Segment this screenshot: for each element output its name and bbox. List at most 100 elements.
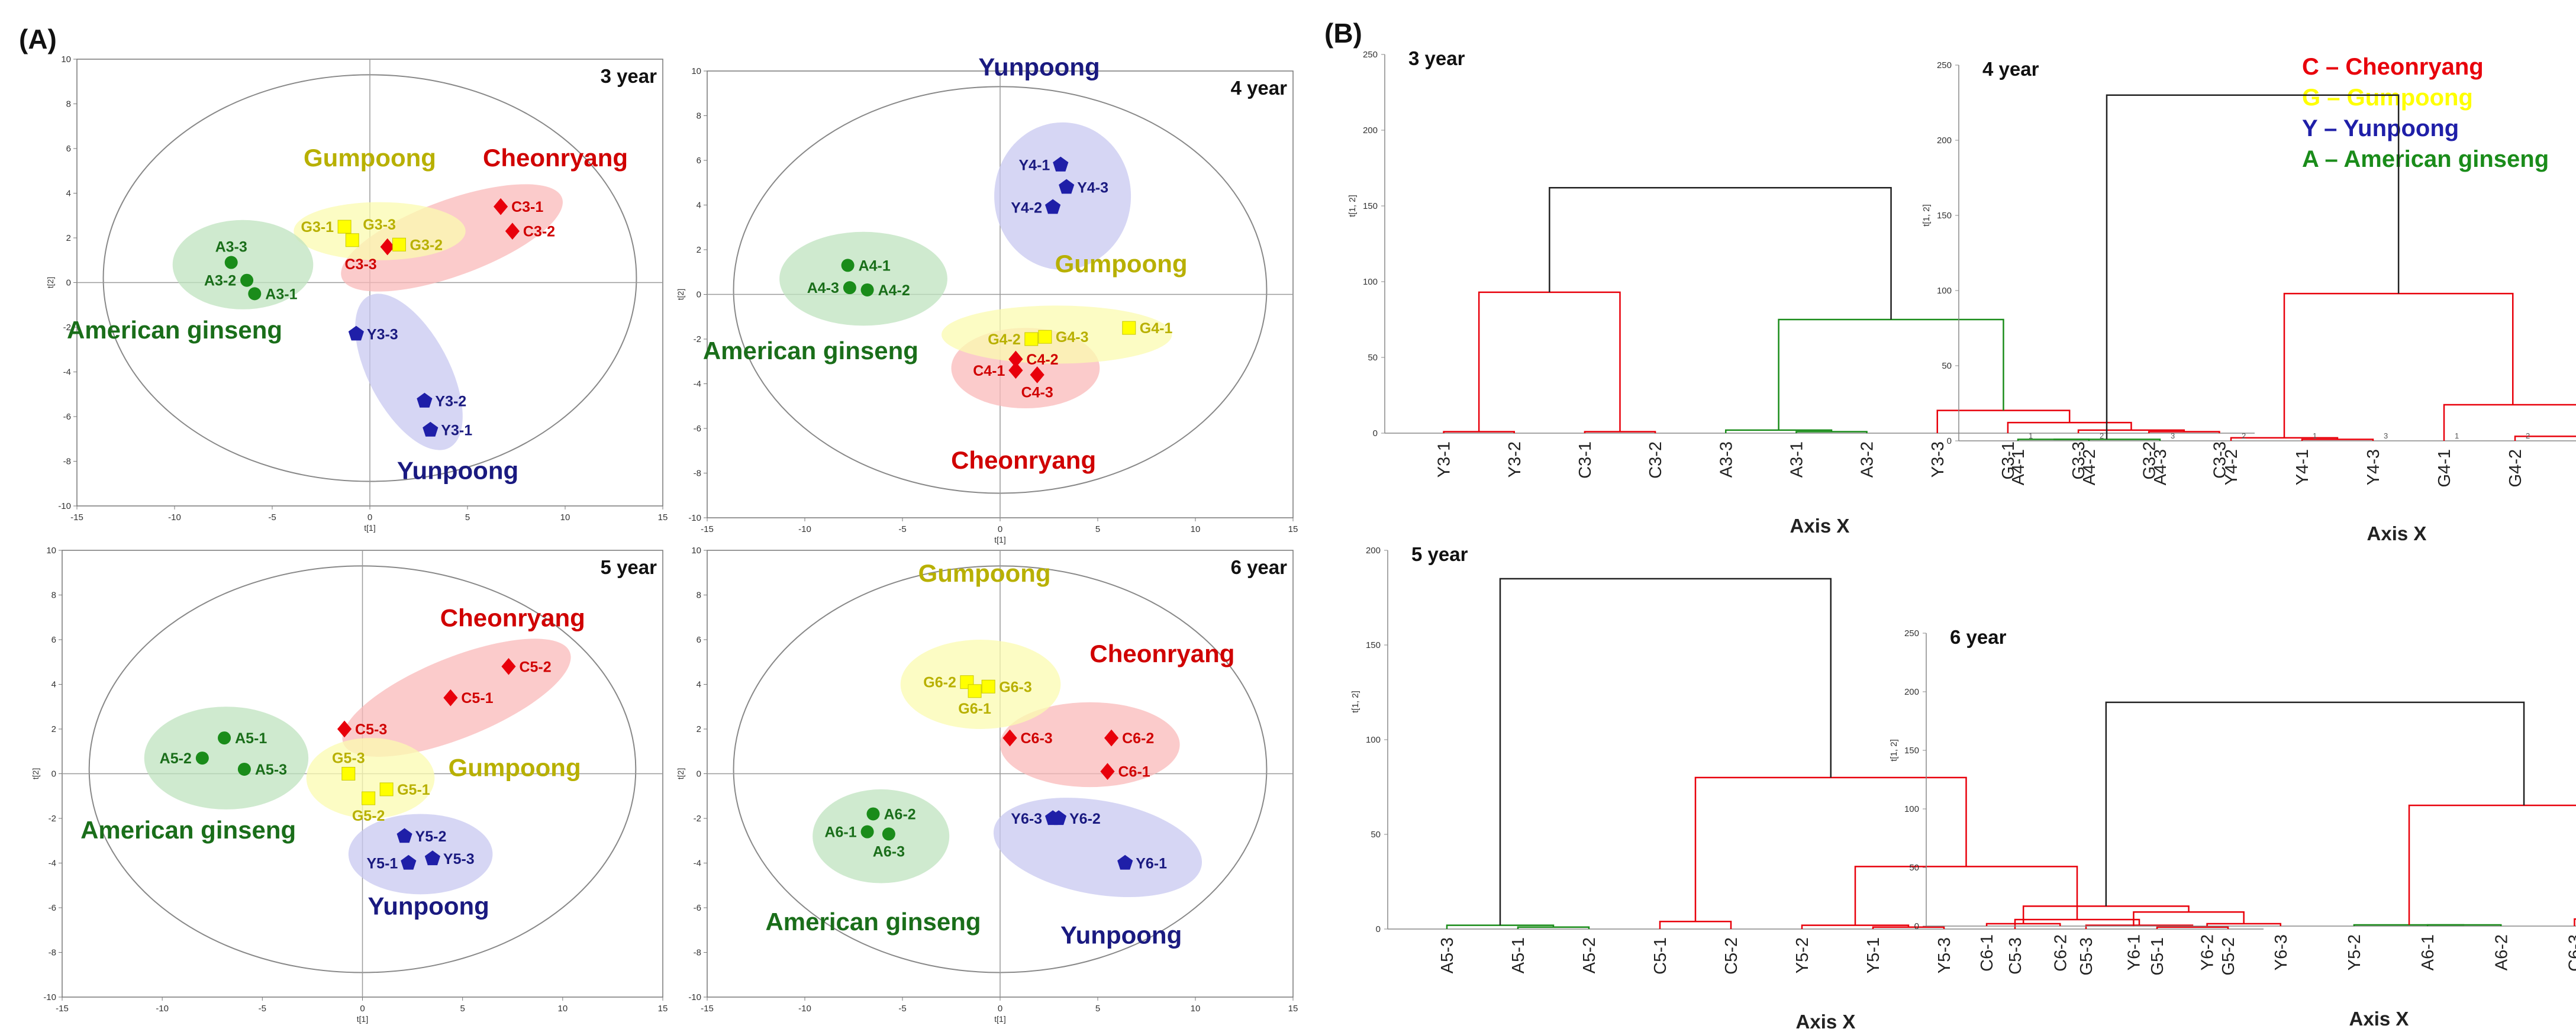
dend-leaf-label: Y4-3 — [2364, 449, 2383, 485]
dend-leaf-label: G5-2 — [2219, 937, 2238, 975]
point-label: A5-1 — [235, 730, 267, 747]
dend-link — [1549, 187, 1892, 320]
y-tick-label: 2 — [697, 724, 701, 734]
point-c4-2 — [1008, 350, 1023, 368]
dend-link — [2007, 421, 2132, 433]
dend-leaf-index: 1 — [2029, 431, 2033, 440]
panel-label-a: (A) — [19, 24, 57, 54]
point-label: Y3-2 — [435, 394, 466, 410]
dend-leaf-index: 3 — [2384, 431, 2388, 440]
point-label: C5-3 — [355, 721, 387, 738]
dend-y-tick-label: 150 — [1363, 201, 1378, 211]
point-g6-1 — [968, 684, 982, 698]
y-tick-label: 0 — [51, 769, 56, 779]
point-a3-2 — [240, 273, 254, 287]
dend-leaf-label: A4-1 — [2009, 449, 2028, 485]
dend-link — [1659, 920, 1732, 929]
point-a3-3 — [224, 256, 238, 269]
x-tick-label: -10 — [798, 524, 811, 534]
y-tick-label: 10 — [61, 54, 71, 64]
point-y4-3 — [1059, 179, 1075, 194]
point-g4-2 — [1024, 332, 1039, 346]
pca-plot-3year: -15 -10 -5 0 5 10 15-10-8-6-4-20246810t[1]t[2]… — [46, 54, 668, 533]
dend-title: 5 year — [1411, 543, 1468, 565]
dend-leaf-index: 3 — [2171, 431, 2175, 440]
dend-y-tick-label: 50 — [1368, 353, 1378, 363]
dend-y-tick-label: 0 — [1376, 924, 1381, 934]
dend-link — [1936, 409, 2071, 433]
point-y5-3 — [424, 850, 440, 866]
group-ellipse-c — [1000, 702, 1180, 788]
point-label: Y4-3 — [1077, 179, 1108, 196]
point-label: C4-2 — [1026, 351, 1058, 368]
y-tick-label: 8 — [697, 111, 701, 121]
y-tick-label: -10 — [688, 513, 701, 523]
point-label: C5-2 — [519, 659, 551, 675]
dend-y-tick-label: 150 — [1366, 640, 1381, 650]
y-tick-label: -4 — [63, 367, 71, 378]
point-label: G5-2 — [352, 808, 385, 824]
x-tick-label: 0 — [367, 512, 372, 523]
dend-x-axis-label: Axis X — [1790, 515, 1850, 537]
point-label: A3-2 — [204, 273, 236, 289]
dend-leaf-label: G3-1 — [1999, 441, 2018, 479]
dend-leaf-label: A3-1 — [1787, 441, 1806, 478]
dend-y-tick-label: 250 — [1937, 60, 1952, 70]
dend-title: 6 year — [1950, 626, 2007, 648]
point-label: A4-2 — [878, 282, 910, 299]
dend-leaf-label: A5-1 — [1509, 937, 1528, 973]
dend-leaf-index: 2 — [2242, 431, 2246, 440]
point-label: C4-3 — [1021, 384, 1053, 401]
x-axis-label: t[1] — [364, 523, 375, 533]
point-label: G5-3 — [332, 750, 365, 767]
y-tick-label: -10 — [58, 501, 71, 511]
pca-plot-4year: -15 -10 -5 0 5 10 15-10-8-6-4-20246810t[1]t[2]… — [676, 53, 1298, 544]
point-g5-2 — [362, 791, 376, 805]
dend-leaf-label: A4-2 — [2080, 449, 2099, 485]
point-label: A5-2 — [160, 750, 192, 767]
y-tick-label: -4 — [694, 379, 701, 389]
point-label: C6-2 — [1122, 730, 1154, 747]
dend-leaf-label: C3-3 — [2210, 441, 2229, 479]
point-label: A3-1 — [265, 286, 297, 302]
y-tick-label: -6 — [694, 903, 701, 913]
point-label: A6-3 — [873, 843, 905, 860]
x-tick-label: 0 — [998, 524, 1002, 534]
x-tick-label: 15 — [658, 512, 668, 523]
point-label: A4-3 — [807, 280, 839, 296]
dend-y-axis-label: t[1, 2] — [1921, 204, 1932, 227]
dend-link — [1478, 291, 1621, 432]
point-label: Y6-3 — [1011, 811, 1042, 827]
dend-leaf-index: 2 — [2526, 431, 2530, 440]
point-a5-2 — [195, 752, 209, 765]
y-tick-label: 0 — [66, 278, 71, 288]
dend-leaf-label: G3-2 — [2140, 441, 2159, 479]
y-tick-label: 4 — [66, 189, 71, 199]
group-ellipse-y — [994, 122, 1131, 270]
dend-leaf-label: Y6-1 — [2124, 934, 2143, 970]
dend-leaf-label: A6-1 — [2419, 934, 2438, 970]
y-tick-label: 10 — [691, 546, 701, 556]
y-tick-label: -2 — [694, 814, 701, 824]
group-label-y: Yunpoong — [368, 892, 489, 920]
x-tick-label: -5 — [898, 524, 906, 534]
dend-y-tick-label: 50 — [1942, 361, 1952, 371]
point-c5-1 — [443, 689, 458, 707]
y-tick-label: -2 — [694, 334, 701, 344]
group-label-g: Gumpoong — [449, 753, 581, 781]
dend-leaf-label: G5-3 — [2077, 937, 2096, 975]
point-label: C4-1 — [973, 363, 1005, 379]
dendrogram-6year: 0 50 100 150 200 250 t[1, 2] 6 year C6-1 C6-2 Y6-1… — [1889, 626, 2576, 1030]
point-label: C6-3 — [1021, 730, 1053, 747]
pca-plot-5year: -15 -10 -5 0 5 10 15-10-8-6-4-20246810t[1]t[2]… — [31, 546, 668, 1024]
dend-link — [2106, 94, 2400, 440]
x-axis-label: t[1] — [357, 1014, 368, 1024]
panel-label-b: (B) — [1324, 18, 1362, 49]
dend-leaf-label: A6-2 — [2492, 934, 2511, 970]
dend-leaf-label: C3-2 — [1646, 441, 1665, 479]
dend-y-tick-label: 50 — [1909, 863, 1919, 873]
legend: C – Cheonryang G – Gumpoong Y – Yunpoong A … — [2302, 54, 2549, 172]
y-tick-label: 6 — [51, 635, 56, 645]
dend-y-axis-label: t[1, 2] — [1347, 195, 1358, 217]
